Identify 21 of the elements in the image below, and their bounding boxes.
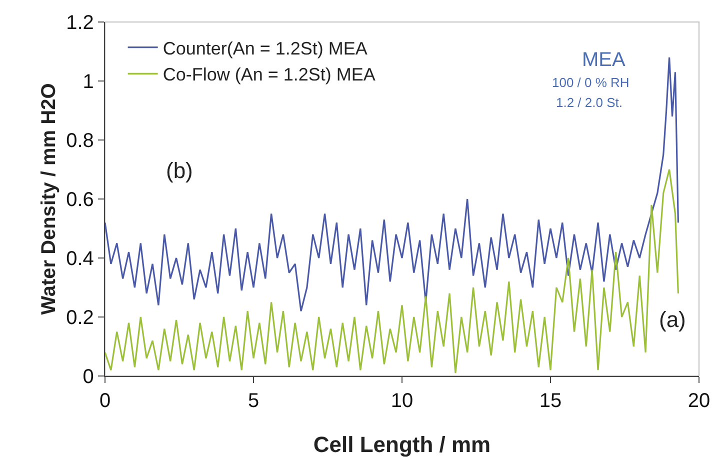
y-tick-label: 0.6 [66, 189, 94, 211]
y-tick-label: 0.8 [66, 130, 94, 152]
x-tick-label: 10 [390, 390, 414, 412]
y-tick-label: 1 [82, 71, 94, 93]
y-axis-title: Water Density / mm H2O [38, 83, 60, 315]
annotation: MEA [582, 49, 626, 71]
x-axis-title: Cell Length / mm [313, 432, 491, 458]
annotation: 100 / 0 % RH [552, 75, 630, 90]
annotation: 1.2 / 2.0 St. [556, 95, 622, 110]
annotation: (a) [659, 307, 686, 332]
x-tick-label: 20 [688, 390, 710, 412]
x-tick-label: 15 [539, 390, 562, 412]
x-tick-label: 0 [99, 390, 111, 412]
x-tick-label: 5 [248, 390, 260, 412]
y-tick-label: 0.4 [66, 248, 94, 270]
legend-label: Co-Flow (An = 1.2St) MEA [162, 64, 376, 85]
legend-label: Counter(An = 1.2St) MEA [162, 38, 368, 58]
annotation: (b) [166, 158, 193, 183]
y-tick-label: 1.2 [66, 12, 94, 34]
y-tick-label: 0.2 [66, 307, 94, 329]
y-tick-label: 0 [82, 366, 94, 388]
